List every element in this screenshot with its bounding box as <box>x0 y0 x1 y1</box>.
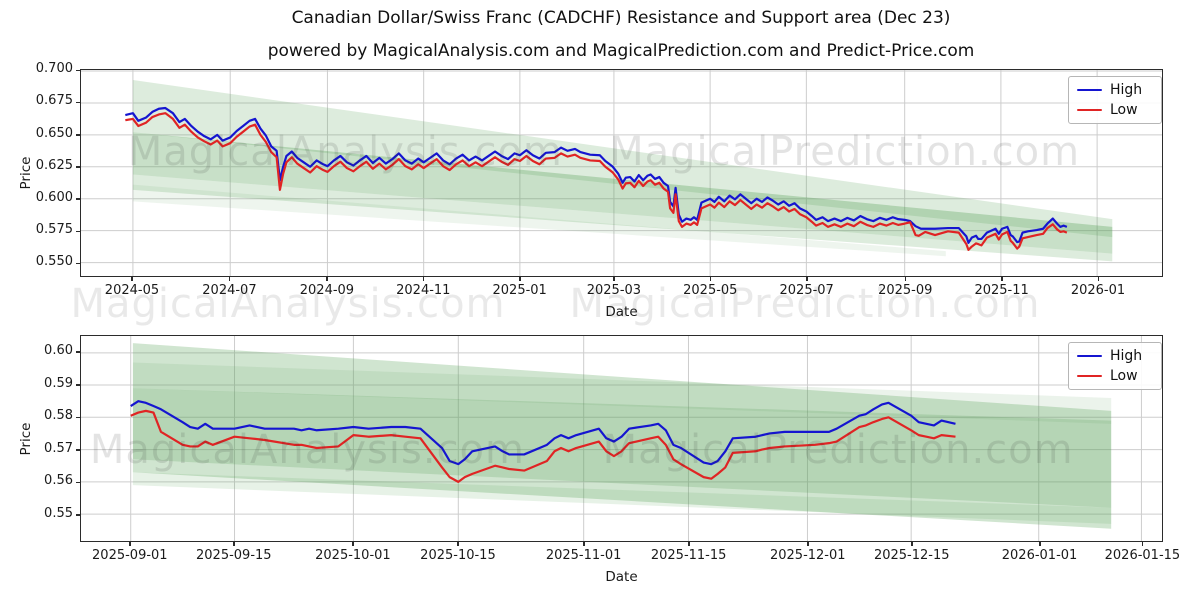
watermark: MagicalAnalysis.com <box>127 129 563 176</box>
x-tick-mark <box>807 542 809 546</box>
y-tick-label: 0.59 <box>44 375 73 391</box>
plot-area <box>80 69 1163 277</box>
x-tick-mark <box>457 542 459 546</box>
y-tick-mark <box>76 230 80 233</box>
plot-area <box>80 335 1163 542</box>
legend-item-low: Low <box>1077 103 1153 117</box>
low-line <box>131 411 956 482</box>
y-axis-label: Price <box>18 422 34 455</box>
x-tick-label: 2025-11-15 <box>650 548 727 563</box>
watermark: MagicalAnalysis.com <box>89 426 525 473</box>
x-tick-mark <box>688 542 690 546</box>
x-tick-label: 2025-12-15 <box>873 548 950 563</box>
y-tick-mark <box>76 198 80 200</box>
figure-title: Canadian Dollar/Swiss Franc (CADCHF) Res… <box>291 8 951 28</box>
legend-label: High <box>1110 348 1143 364</box>
x-tick-label: 2025-11-01 <box>545 548 622 563</box>
high-legend-swatch <box>1077 354 1102 358</box>
y-tick-mark <box>76 101 80 104</box>
y-tick-label: 0.650 <box>35 125 73 141</box>
low-line <box>125 113 1067 250</box>
x-tick-mark <box>1039 542 1041 546</box>
y-tick-mark <box>76 416 80 419</box>
plot-canvas <box>81 70 1162 276</box>
x-tick-label: 2025-09-15 <box>196 548 272 563</box>
x-tick-mark <box>583 542 585 546</box>
y-tick-label: 0.58 <box>44 408 73 424</box>
y-tick-mark <box>76 449 80 451</box>
high-line <box>131 401 956 464</box>
figure-subtitle: powered by MagicalAnalysis.com and Magic… <box>267 41 975 61</box>
x-tick-mark <box>519 277 521 281</box>
y-tick-mark <box>76 481 80 484</box>
legend-label: High <box>1110 82 1143 98</box>
y-tick-label: 0.55 <box>44 505 73 521</box>
x-tick-label: 2025-09-01 <box>92 548 168 563</box>
x-tick-label: 2025-12-01 <box>769 548 846 563</box>
legend-item-low: Low <box>1077 369 1153 383</box>
legend-item-high: High <box>1077 349 1153 363</box>
watermark: MagicalPrediction.com <box>602 426 1074 473</box>
high-legend-swatch <box>1077 88 1102 92</box>
watermark: MagicalPrediction.com <box>609 129 1081 176</box>
x-tick-label: 2026-01-01 <box>1001 548 1078 563</box>
high-line <box>125 108 1067 243</box>
support-resistance-band <box>132 80 1113 238</box>
y-tick-mark <box>76 134 80 136</box>
x-tick-mark <box>1097 277 1100 281</box>
legend: High Low <box>1068 76 1162 124</box>
x-tick-mark <box>1141 542 1144 546</box>
x-tick-mark <box>233 542 235 546</box>
x-tick-label: 2025-10-01 <box>315 548 391 563</box>
y-tick-label: 0.60 <box>44 342 73 358</box>
y-tick-label: 0.625 <box>35 157 73 173</box>
watermark: MagicalAnalysis.com <box>70 281 506 327</box>
legend: High Low <box>1068 342 1162 390</box>
y-tick-mark <box>76 384 80 386</box>
x-tick-label: 2026-01-15 <box>1104 548 1181 563</box>
watermark: MagicalPrediction.com <box>569 281 1041 327</box>
support-resistance-band <box>132 388 1112 508</box>
support-resistance-band <box>132 184 946 257</box>
y-tick-label: 0.700 <box>35 61 73 77</box>
low-legend-swatch <box>1077 108 1102 112</box>
plot-canvas <box>81 336 1162 541</box>
support-resistance-band <box>132 362 1112 424</box>
x-tick-label: 2026-01 <box>1070 283 1126 298</box>
support-resistance-band <box>132 343 1112 529</box>
support-resistance-band <box>132 132 1113 254</box>
y-tick-label: 0.675 <box>35 93 73 109</box>
y-tick-label: 0.56 <box>44 473 73 489</box>
x-axis-label: Date <box>605 569 638 585</box>
y-tick-mark <box>76 514 80 516</box>
y-tick-label: 0.575 <box>35 222 73 238</box>
support-resistance-band <box>132 472 1112 524</box>
y-axis-label: Price <box>18 156 34 190</box>
legend-item-high: High <box>1077 83 1153 97</box>
legend-label: Low <box>1110 102 1138 118</box>
y-tick-mark <box>76 69 80 72</box>
y-tick-label: 0.600 <box>35 189 73 205</box>
y-tick-label: 0.550 <box>35 254 73 270</box>
x-tick-mark <box>911 542 913 546</box>
x-tick-mark <box>352 542 354 546</box>
y-tick-mark <box>76 262 80 265</box>
y-tick-mark <box>76 351 80 353</box>
y-tick-mark <box>76 166 80 168</box>
legend-label: Low <box>1110 368 1138 384</box>
x-tick-label: 2025-10-15 <box>420 548 496 563</box>
x-tick-mark <box>129 542 131 546</box>
low-legend-swatch <box>1077 374 1102 378</box>
support-resistance-band <box>132 174 1113 262</box>
y-tick-label: 0.57 <box>44 440 73 456</box>
